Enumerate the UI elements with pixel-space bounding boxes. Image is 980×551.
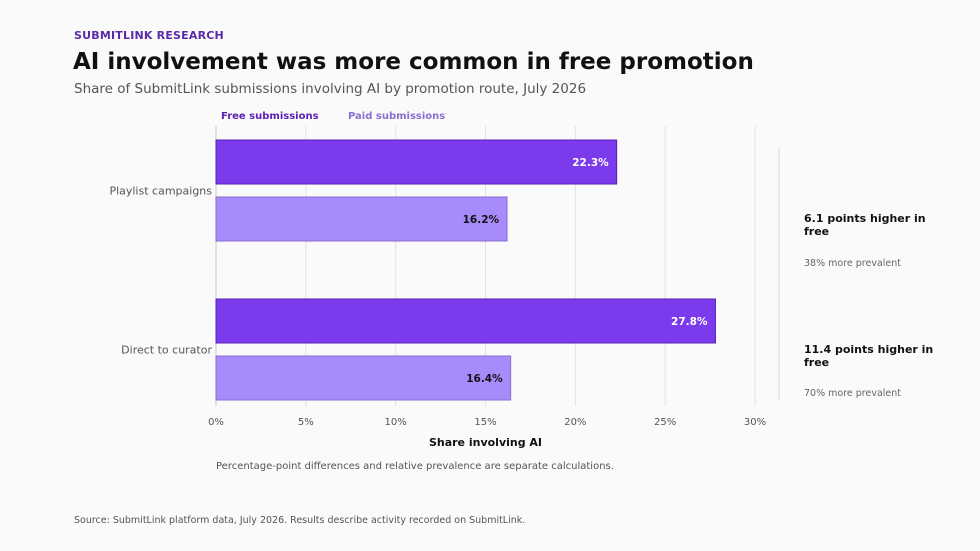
x-tick-label: 25% — [654, 417, 676, 428]
x-tick-label: 5% — [298, 417, 314, 428]
x-tick-label: 20% — [564, 417, 586, 428]
x-axis-label: Share involving AI — [429, 436, 542, 449]
callout-detail-2: 70% more prevalent — [804, 388, 902, 399]
data-label: 16.4% — [466, 373, 503, 385]
callout-detail-1: 38% more prevalent — [804, 258, 902, 269]
x-tick-label: 30% — [744, 417, 766, 428]
x-tick-label: 15% — [474, 417, 496, 428]
data-label: 16.2% — [463, 214, 500, 226]
data-label: 27.8% — [671, 316, 708, 328]
source-footer: Source: SubmitLink platform data, July 2… — [74, 515, 526, 526]
callout-headline-1: 6.1 points higher in free — [804, 212, 926, 238]
chart-subtitle: Share of SubmitLink submissions involvin… — [74, 81, 587, 97]
bar-paid-1 — [215, 196, 508, 242]
data-label: 22.3% — [572, 157, 609, 169]
category-label: Direct to curator — [121, 344, 212, 357]
legend-free: Free submissions — [221, 111, 319, 122]
bar-free-2 — [215, 298, 716, 344]
x-tick-label: 0% — [208, 417, 224, 428]
chart-title: AI involvement was more common in free p… — [73, 49, 754, 75]
bar-free-1 — [215, 139, 618, 185]
legend-paid: Paid submissions — [348, 111, 445, 122]
chart-note: Percentage-point differences and relativ… — [216, 461, 614, 472]
bar-paid-2 — [215, 355, 512, 401]
x-tick-label: 10% — [385, 417, 407, 428]
callout-headline-2: 11.4 points higher in free — [804, 343, 934, 369]
eyebrow-label: SUBMITLINK RESEARCH — [74, 29, 224, 42]
category-label: Playlist campaigns — [109, 185, 212, 198]
